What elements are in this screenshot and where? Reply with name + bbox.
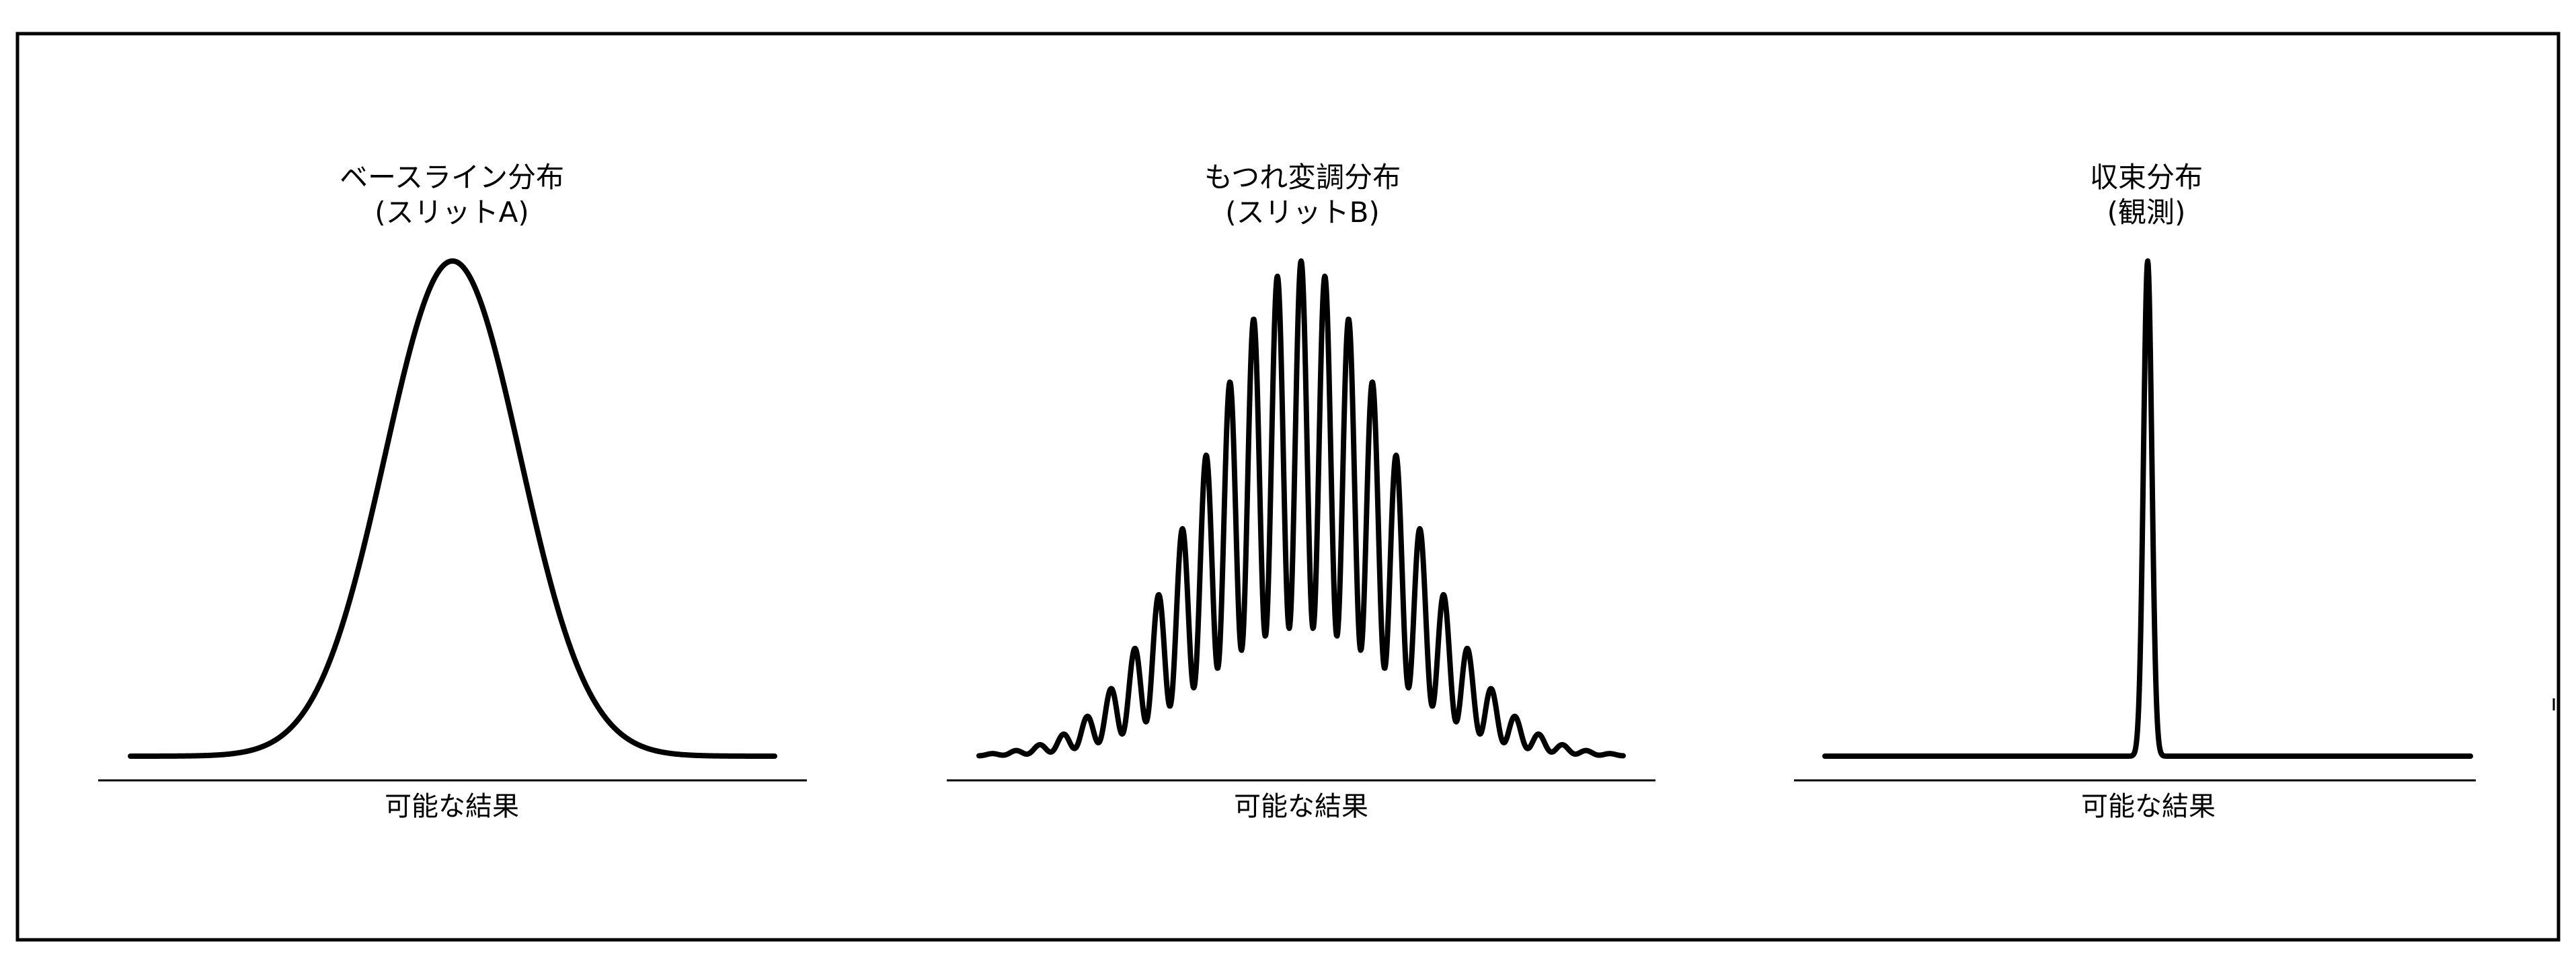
panel-entangled-curve [979, 261, 1623, 755]
panel-collapsed-title-line1: 収束分布 [2090, 161, 2203, 194]
panel-entangled-title-line1: もつれ変調分布 [1204, 161, 1401, 194]
panel-entangled-title-line2: (スリットB) [1225, 196, 1380, 229]
panel-collapsed: 収束分布 (観測) 可能な結果 [1794, 161, 2476, 822]
panel-collapsed-xlabel: 可能な結果 [2081, 791, 2216, 822]
panel-collapsed-title-line2: (観測) [2107, 196, 2186, 229]
panel-collapsed-curve [1825, 261, 2470, 756]
panel-baseline: ベースライン分布 (スリットA) 可能な結果 [98, 161, 807, 822]
panel-baseline-title-line2: (スリットA) [375, 196, 529, 229]
panel-baseline-xlabel: 可能な結果 [385, 791, 519, 822]
panel-baseline-title-line1: ベースライン分布 [340, 161, 564, 194]
panel-entangled-xlabel: 可能な結果 [1234, 791, 1368, 822]
panel-baseline-curve [130, 261, 775, 756]
panel-entangled: もつれ変調分布 (スリットB) 可能な結果 [947, 161, 1655, 822]
